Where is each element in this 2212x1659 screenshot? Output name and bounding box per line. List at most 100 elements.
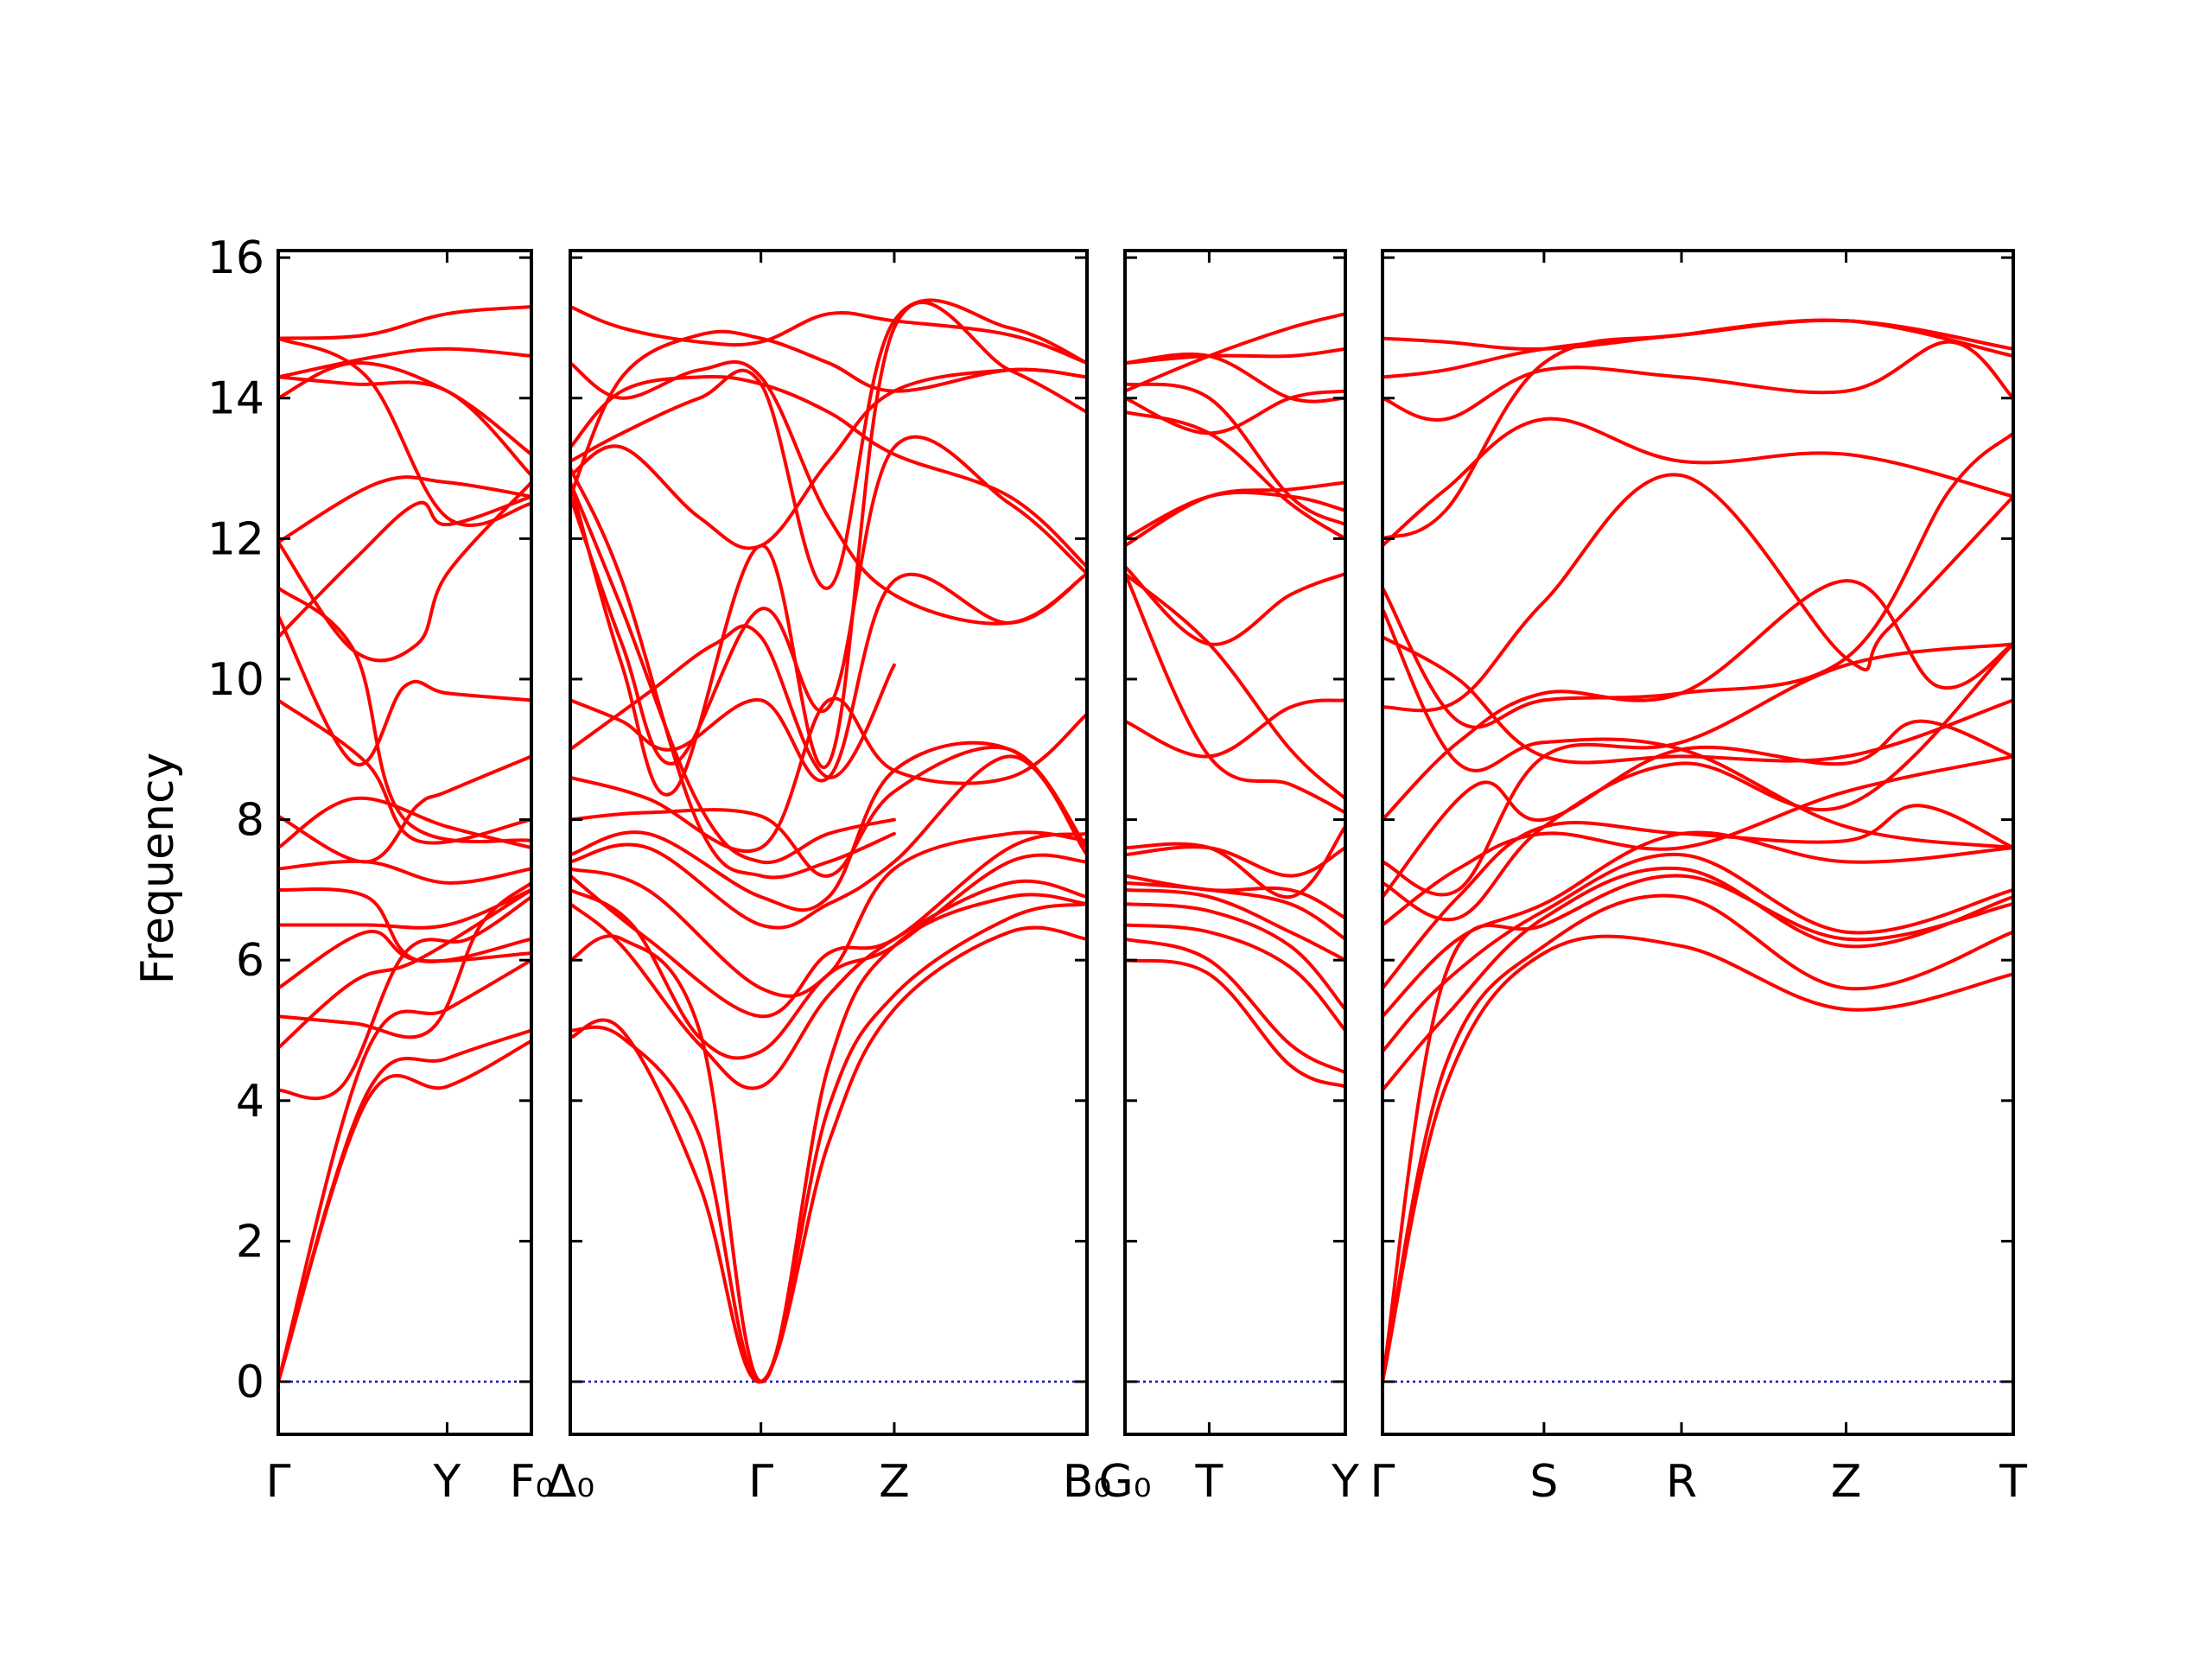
x-tick-label: B₀ bbox=[1063, 1456, 1112, 1508]
band-line-13 bbox=[278, 698, 531, 845]
band-line-16 bbox=[1382, 431, 2013, 729]
band-line-12 bbox=[570, 624, 896, 779]
x-tick-label: Δ₀ bbox=[546, 1456, 594, 1508]
band-line-16 bbox=[278, 494, 531, 639]
band-line-14 bbox=[570, 435, 1087, 766]
band-line-5 bbox=[1125, 887, 1345, 963]
band-line-15 bbox=[278, 586, 531, 844]
band-line-11 bbox=[570, 696, 1087, 854]
band-line-13 bbox=[1125, 564, 1345, 646]
band-line-10 bbox=[278, 859, 531, 885]
x-tick-label: R bbox=[1666, 1456, 1697, 1508]
band-line-21 bbox=[1125, 312, 1345, 393]
band-line-8 bbox=[1125, 845, 1345, 878]
band-line-18 bbox=[1125, 389, 1345, 435]
band-line-3 bbox=[1125, 923, 1345, 1033]
band-line-14 bbox=[1382, 635, 2013, 765]
x-tick-label: F₀ bbox=[510, 1456, 554, 1508]
band-line-2 bbox=[278, 1028, 531, 1383]
band-line-3 bbox=[278, 958, 531, 1383]
band-line-7 bbox=[1125, 874, 1345, 920]
x-tick-label: Z bbox=[879, 1456, 910, 1508]
band-line-7 bbox=[278, 930, 531, 990]
y-tick-label: 16 bbox=[207, 232, 264, 284]
bands bbox=[570, 298, 1087, 1384]
x-tick-label: Γ bbox=[748, 1456, 773, 1508]
band-line-19 bbox=[570, 359, 1087, 626]
panel-1: Γ Y F₀ 0 2 4 6 8 10 12 14 16 bbox=[207, 232, 554, 1508]
band-line-1 bbox=[278, 1039, 531, 1383]
band-line-7 bbox=[1382, 804, 2013, 990]
band-line-18 bbox=[278, 475, 531, 544]
band-line-4 bbox=[1382, 866, 2013, 1092]
band-line-22 bbox=[570, 480, 896, 865]
panel-2: Δ₀ Γ Z B₀ bbox=[546, 249, 1112, 1508]
panel-frame bbox=[569, 249, 1089, 1436]
band-line-21 bbox=[278, 346, 531, 379]
band-line-15 bbox=[1125, 490, 1345, 541]
y-axis-label: Frequency bbox=[132, 753, 184, 985]
band-line-15 bbox=[1382, 607, 2013, 850]
y-axis-label-group: Frequency bbox=[132, 753, 184, 985]
band-line-9 bbox=[278, 887, 531, 963]
band-line-13 bbox=[570, 572, 1087, 783]
y-tick-label: 6 bbox=[236, 935, 264, 987]
x-tick-label: S bbox=[1529, 1456, 1558, 1508]
bands bbox=[1382, 318, 2013, 1383]
band-line-4 bbox=[1125, 902, 1345, 1012]
band-line-11 bbox=[1382, 642, 2013, 897]
band-line-12 bbox=[278, 754, 531, 864]
band-line-13 bbox=[1382, 473, 2013, 713]
band-line-8 bbox=[1382, 754, 2013, 927]
band-line-21 bbox=[570, 329, 1087, 499]
y-tick-label: 10 bbox=[207, 654, 264, 706]
band-line-6 bbox=[1125, 880, 1345, 941]
band-line-11 bbox=[1125, 572, 1345, 815]
band-line-5 bbox=[1382, 852, 2013, 1053]
x-tick-label: Z bbox=[1831, 1456, 1862, 1508]
band-line-1 bbox=[1382, 934, 2013, 1383]
panel-3: G₀ T Y bbox=[1098, 249, 1359, 1508]
band-line-3 bbox=[570, 893, 1087, 1383]
band-line-2 bbox=[1382, 893, 2013, 1383]
band-line-11 bbox=[278, 796, 531, 850]
y-tick-label: 8 bbox=[236, 795, 264, 847]
band-line-15 bbox=[570, 301, 1087, 797]
bands bbox=[1125, 312, 1345, 1089]
band-line-23 bbox=[278, 336, 531, 527]
x-tick-label: G₀ bbox=[1098, 1456, 1151, 1508]
band-line-21 bbox=[1382, 318, 2013, 541]
band-line-8 bbox=[278, 887, 531, 930]
band-line-1 bbox=[1125, 958, 1345, 1089]
band-line-17 bbox=[570, 298, 1087, 590]
band-line-3 bbox=[1382, 874, 2013, 1383]
band-line-12 bbox=[1382, 579, 2013, 822]
band-line-12 bbox=[1125, 572, 1345, 801]
band-line-17 bbox=[278, 480, 531, 663]
y-tick-label: 14 bbox=[207, 373, 264, 425]
y-tick-label: 2 bbox=[236, 1216, 264, 1268]
band-line-19 bbox=[278, 361, 531, 456]
band-line-17 bbox=[1382, 416, 2013, 548]
band-line-8 bbox=[570, 754, 1087, 930]
band-line-16 bbox=[1125, 480, 1345, 548]
band-line-14 bbox=[278, 613, 531, 767]
band-line-7 bbox=[570, 830, 1087, 998]
x-tick-label: Γ bbox=[266, 1456, 291, 1508]
y-tick-label: 4 bbox=[236, 1076, 264, 1128]
panel-frame bbox=[276, 249, 533, 1436]
x-tick-label: Y bbox=[1331, 1456, 1359, 1508]
panel-frame bbox=[1123, 249, 1347, 1436]
band-line-6 bbox=[570, 831, 1087, 1019]
band-line-9 bbox=[1125, 824, 1345, 899]
band-line-22 bbox=[278, 305, 531, 340]
bands bbox=[278, 305, 531, 1383]
band-line-17 bbox=[1125, 382, 1345, 527]
band-line-10 bbox=[1382, 642, 2013, 922]
band-line-1 bbox=[570, 925, 1087, 1384]
band-line-20 bbox=[1125, 346, 1345, 365]
band-line-18 bbox=[1382, 340, 2013, 422]
